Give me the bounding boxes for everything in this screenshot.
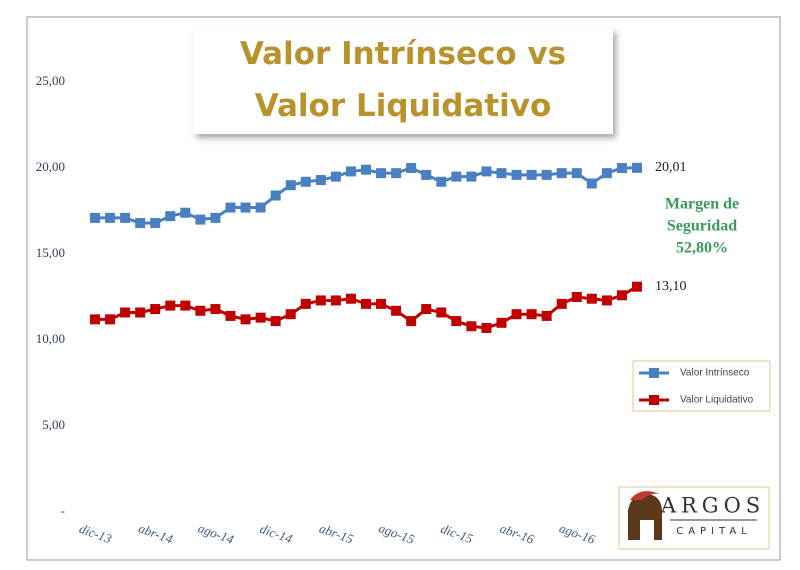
marker: [376, 298, 387, 309]
marker: [300, 176, 311, 187]
marker: [436, 307, 447, 318]
marker: [616, 163, 627, 173]
marker: [270, 190, 281, 201]
value-label: 13,10: [655, 279, 687, 294]
marker: [481, 322, 492, 333]
marker: [180, 300, 191, 311]
marker: [210, 212, 221, 223]
marker: [571, 168, 582, 179]
marker: [601, 295, 612, 306]
marker: [90, 314, 100, 325]
marker: [225, 202, 236, 213]
marker: [451, 316, 462, 327]
marker: [150, 218, 161, 229]
marker: [150, 304, 161, 315]
y-tick-label: 20,00: [36, 159, 65, 174]
marker: [255, 312, 266, 323]
marker: [180, 207, 191, 218]
marker: [406, 163, 417, 173]
marker: [601, 168, 612, 179]
legend-label: Valor Liquidativo: [680, 395, 754, 406]
y-tick-label: 15,00: [36, 245, 65, 260]
marker: [345, 293, 356, 304]
marker: [541, 169, 552, 180]
marker: [165, 300, 176, 311]
marker: [391, 168, 402, 179]
marker: [285, 180, 296, 191]
chart-title: Valor Intrínseco vs Valor Liquidativo: [193, 28, 613, 134]
marker: [481, 166, 492, 177]
logo-sub: CAPITAL: [676, 526, 752, 537]
marker: [300, 298, 311, 309]
marker: [586, 178, 597, 189]
marker: [496, 317, 507, 328]
value-label: 20,01: [655, 160, 687, 175]
marker: [195, 305, 206, 316]
legend-marker: [649, 395, 659, 405]
marker: [556, 168, 567, 179]
marker: [345, 166, 356, 177]
marker: [632, 162, 642, 173]
marker: [541, 310, 552, 321]
marker: [135, 307, 146, 318]
marker: [511, 169, 522, 180]
marker: [376, 168, 387, 179]
marker: [526, 169, 537, 180]
marker: [240, 202, 251, 213]
logo-crest: [630, 491, 660, 500]
marker: [466, 321, 477, 332]
marker: [330, 171, 341, 182]
marker: [632, 281, 642, 292]
legend-label: Valor Intrínseco: [680, 368, 750, 379]
marker: [361, 164, 371, 175]
logo-helmet: [628, 493, 662, 540]
marker: [315, 295, 326, 306]
marker: [571, 292, 582, 302]
marker: [526, 309, 537, 320]
marker: [105, 212, 116, 223]
marker: [391, 305, 402, 316]
marker: [255, 202, 266, 213]
marker: [511, 309, 522, 320]
marker: [330, 295, 341, 306]
marker: [421, 304, 432, 315]
marker: [210, 304, 221, 315]
marker: [90, 212, 100, 223]
marker: [240, 314, 251, 325]
marker: [466, 171, 477, 182]
y-tick-label: 10,00: [36, 331, 65, 346]
y-tick-label: 25,00: [36, 73, 65, 88]
marker: [406, 316, 417, 327]
marker: [586, 293, 597, 304]
annotation: 52,80%: [676, 240, 728, 257]
marker: [436, 176, 447, 187]
y-tick-label: 5,00: [42, 417, 65, 432]
marker: [285, 309, 296, 320]
annotation: Seguridad: [667, 218, 737, 235]
marker: [225, 310, 236, 321]
marker: [120, 307, 131, 318]
logo-name: ARGOS: [660, 494, 765, 518]
marker: [315, 175, 326, 186]
marker: [451, 171, 462, 182]
marker: [556, 298, 567, 309]
marker: [195, 214, 206, 225]
marker: [135, 218, 146, 229]
marker: [496, 168, 507, 179]
marker: [165, 211, 176, 222]
y-tick-label: -: [61, 503, 65, 518]
marker: [421, 169, 432, 180]
annotation: Margen de: [665, 196, 739, 213]
marker: [361, 298, 371, 309]
legend-marker: [649, 368, 659, 378]
marker: [616, 290, 627, 301]
marker: [120, 212, 131, 223]
marker: [105, 314, 116, 325]
marker: [270, 316, 281, 327]
